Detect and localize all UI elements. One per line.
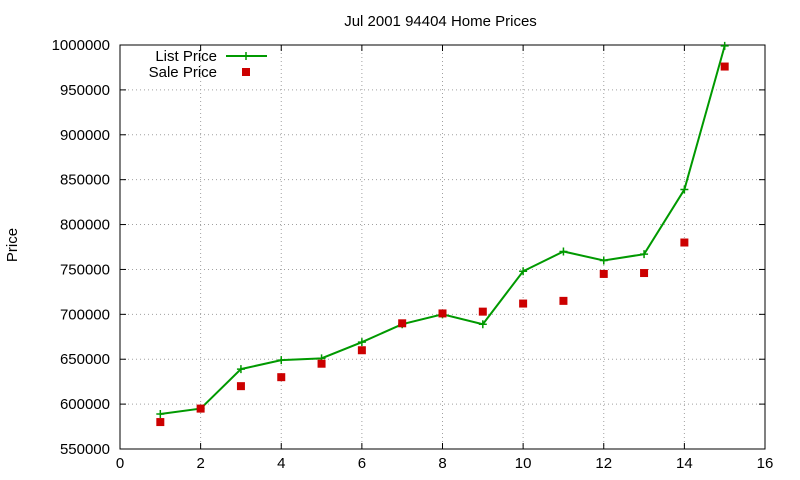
sale-price-point xyxy=(519,299,528,308)
sale-price-point xyxy=(317,359,326,368)
sale-price-point xyxy=(236,382,245,391)
y-tick-label: 1000000 xyxy=(52,37,110,54)
sale-price-point xyxy=(438,309,447,318)
list-price-point xyxy=(156,409,165,418)
sale-price-point xyxy=(277,373,286,382)
y-tick-label: 950000 xyxy=(60,82,110,99)
list-price-point xyxy=(277,356,286,365)
y-tick-label: 550000 xyxy=(60,441,110,458)
axis-ticks: 0 2 4 6 8 10 12 14 16 550000 600000 650000 700000 750… xyxy=(52,37,774,472)
sale-price-point xyxy=(720,62,729,71)
sale-price-point xyxy=(156,418,165,427)
y-tick-label: 600000 xyxy=(60,396,110,413)
sale-price-point xyxy=(599,269,608,278)
x-tick-label: 2 xyxy=(196,455,204,472)
x-tick-label: 14 xyxy=(676,455,693,472)
list-price-point xyxy=(640,250,649,259)
list-price-point xyxy=(357,338,366,347)
series xyxy=(156,41,729,427)
x-tick-label: 8 xyxy=(438,455,446,472)
list-price-point xyxy=(519,267,528,276)
grid xyxy=(120,45,765,449)
sale-price-point xyxy=(398,319,407,328)
sale-price-point xyxy=(357,346,366,355)
chart-title: Jul 2001 94404 Home Prices xyxy=(344,13,537,30)
legend-label-sale-price: Sale Price xyxy=(149,64,217,81)
y-tick-label: 800000 xyxy=(60,217,110,234)
x-tick-label: 4 xyxy=(277,455,285,472)
x-tick-label: 16 xyxy=(757,455,774,472)
x-tick-label: 6 xyxy=(358,455,366,472)
y-tick-label: 650000 xyxy=(60,351,110,368)
legend-marker-list-price xyxy=(242,52,250,60)
y-axis-label: Price xyxy=(4,228,21,262)
legend-label-list-price: List Price xyxy=(155,48,217,65)
y-tick-label: 700000 xyxy=(60,306,110,323)
sale-price-point xyxy=(640,269,649,278)
legend: List Price Sale Price xyxy=(149,48,267,81)
y-tick-label: 900000 xyxy=(60,127,110,144)
list-price-point xyxy=(559,247,568,256)
sale-price-point xyxy=(680,238,689,247)
y-tick-label: 750000 xyxy=(60,261,110,278)
list-price-point xyxy=(720,41,729,50)
legend-marker-sale-price xyxy=(242,68,250,76)
x-tick-label: 12 xyxy=(595,455,612,472)
x-tick-label: 0 xyxy=(116,455,124,472)
list-price-point xyxy=(599,256,608,265)
sale-price-point xyxy=(559,296,568,305)
list-price-point xyxy=(680,185,689,194)
list-price-point xyxy=(236,365,245,374)
sale-price-point xyxy=(478,307,487,316)
sale-price-point xyxy=(196,404,205,413)
list-price-point xyxy=(478,320,487,329)
y-tick-label: 850000 xyxy=(60,172,110,189)
x-tick-label: 10 xyxy=(515,455,532,472)
